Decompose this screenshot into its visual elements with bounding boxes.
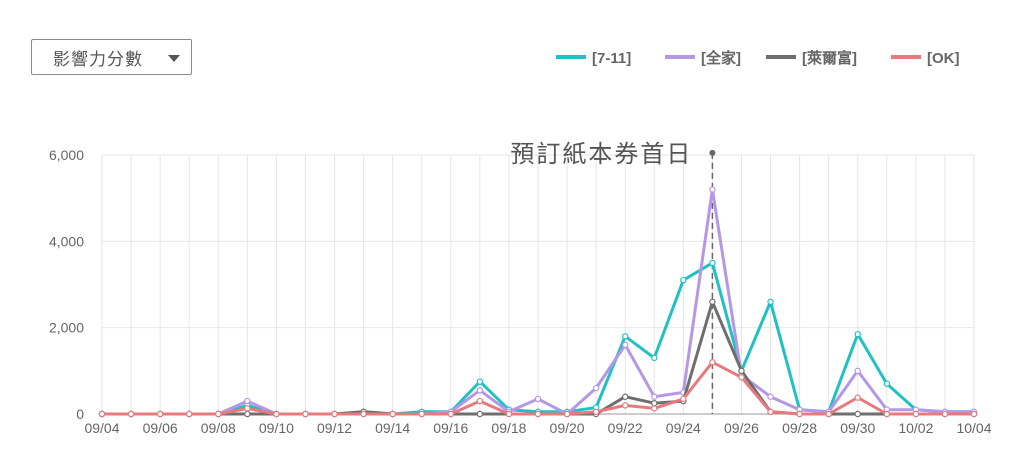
series-point bbox=[651, 405, 658, 412]
series-point bbox=[941, 410, 949, 418]
x-tick-label: 09/24 bbox=[666, 420, 701, 436]
series-4 bbox=[98, 359, 978, 418]
legend-label: [全家] bbox=[701, 49, 741, 67]
y-tick-label: 6,000 bbox=[49, 147, 84, 163]
annotation-layer: 預訂紙本券首日 bbox=[510, 140, 716, 414]
series-point bbox=[302, 410, 309, 418]
x-tick-label: 09/26 bbox=[724, 420, 759, 436]
series-point bbox=[854, 367, 861, 375]
series-point bbox=[767, 298, 774, 305]
series-point bbox=[244, 397, 251, 405]
series-point bbox=[651, 393, 658, 400]
metric-selector-dropdown[interactable]: 影響力分數 bbox=[31, 39, 192, 75]
x-tick-label: 10/02 bbox=[898, 420, 933, 436]
series-point bbox=[476, 378, 484, 385]
series-point bbox=[476, 387, 484, 394]
series-point bbox=[680, 276, 687, 284]
series-point bbox=[622, 402, 629, 409]
metric-selector-label: 影響力分數 bbox=[53, 49, 143, 70]
series-point bbox=[622, 333, 629, 340]
series-point bbox=[709, 298, 716, 305]
annotation-label: 預訂紙本券首日 bbox=[510, 140, 692, 168]
x-tick-label: 09/20 bbox=[550, 420, 585, 436]
series-point bbox=[680, 395, 687, 403]
x-tick-label: 09/28 bbox=[782, 420, 817, 436]
series-point bbox=[854, 394, 861, 401]
series-point bbox=[767, 393, 774, 400]
x-tick-label: 09/08 bbox=[201, 420, 236, 436]
series-point bbox=[825, 410, 832, 418]
x-tick-label: 09/18 bbox=[491, 420, 526, 436]
series-point bbox=[418, 410, 425, 418]
series-point bbox=[738, 367, 745, 375]
legend-label: [萊爾富] bbox=[802, 49, 857, 67]
series-point bbox=[709, 186, 716, 193]
y-tick-label: 0 bbox=[76, 406, 84, 422]
series-point bbox=[592, 408, 600, 416]
series-point bbox=[98, 410, 106, 418]
y-tick-label: 2,000 bbox=[49, 320, 84, 336]
series-layer bbox=[98, 186, 978, 418]
series-point bbox=[592, 384, 600, 392]
chart-legend: [7-11] [全家] [萊爾富] [OK] bbox=[556, 49, 960, 67]
series-point bbox=[738, 374, 745, 381]
x-tick-label: 10/04 bbox=[956, 420, 991, 436]
x-tick-label: 09/10 bbox=[259, 420, 294, 436]
series-point bbox=[476, 410, 484, 418]
series-point bbox=[883, 410, 891, 418]
y-axis: 0 2,000 4,000 6,000 bbox=[49, 147, 84, 422]
caret-down-icon bbox=[168, 55, 180, 62]
series-point bbox=[622, 393, 629, 400]
x-tick-label: 09/30 bbox=[840, 420, 875, 436]
x-tick-label: 09/06 bbox=[143, 420, 178, 436]
series-point bbox=[854, 410, 861, 418]
legend-label: [OK] bbox=[927, 50, 960, 67]
x-axis: 09/04 09/06 09/08 09/10 09/12 09/14 09/16 09/18… bbox=[84, 420, 991, 436]
y-tick-label: 4,000 bbox=[49, 233, 84, 249]
series-point bbox=[447, 410, 454, 418]
series-point bbox=[709, 259, 716, 267]
series-point bbox=[505, 410, 513, 418]
series-point bbox=[709, 359, 716, 366]
series-point bbox=[360, 410, 367, 418]
series-point bbox=[796, 410, 803, 418]
series-point bbox=[244, 410, 251, 418]
series-point bbox=[476, 397, 484, 405]
annotation-marker bbox=[709, 149, 716, 156]
legend-label: [7-11] bbox=[592, 50, 631, 67]
series-point bbox=[622, 341, 629, 349]
series-point bbox=[883, 380, 891, 387]
series-point bbox=[156, 410, 164, 418]
series-point bbox=[767, 408, 774, 416]
series-point bbox=[651, 400, 658, 407]
x-tick-label: 09/04 bbox=[84, 420, 119, 436]
series-point bbox=[185, 410, 193, 418]
series-point bbox=[651, 354, 658, 362]
series-point bbox=[273, 410, 280, 418]
series-point bbox=[912, 410, 920, 418]
x-tick-label: 09/14 bbox=[375, 420, 410, 436]
series-point bbox=[389, 410, 396, 418]
series-point bbox=[534, 395, 542, 403]
series-point bbox=[331, 410, 338, 418]
series-point bbox=[854, 330, 861, 338]
series-point bbox=[563, 410, 571, 418]
series-point bbox=[244, 405, 251, 412]
x-tick-label: 09/12 bbox=[317, 420, 352, 436]
x-tick-label: 09/16 bbox=[433, 420, 468, 436]
series-point bbox=[215, 410, 222, 418]
x-tick-label: 09/22 bbox=[608, 420, 643, 436]
series-point bbox=[534, 410, 542, 418]
series-point bbox=[970, 410, 978, 418]
series-point bbox=[127, 410, 135, 418]
